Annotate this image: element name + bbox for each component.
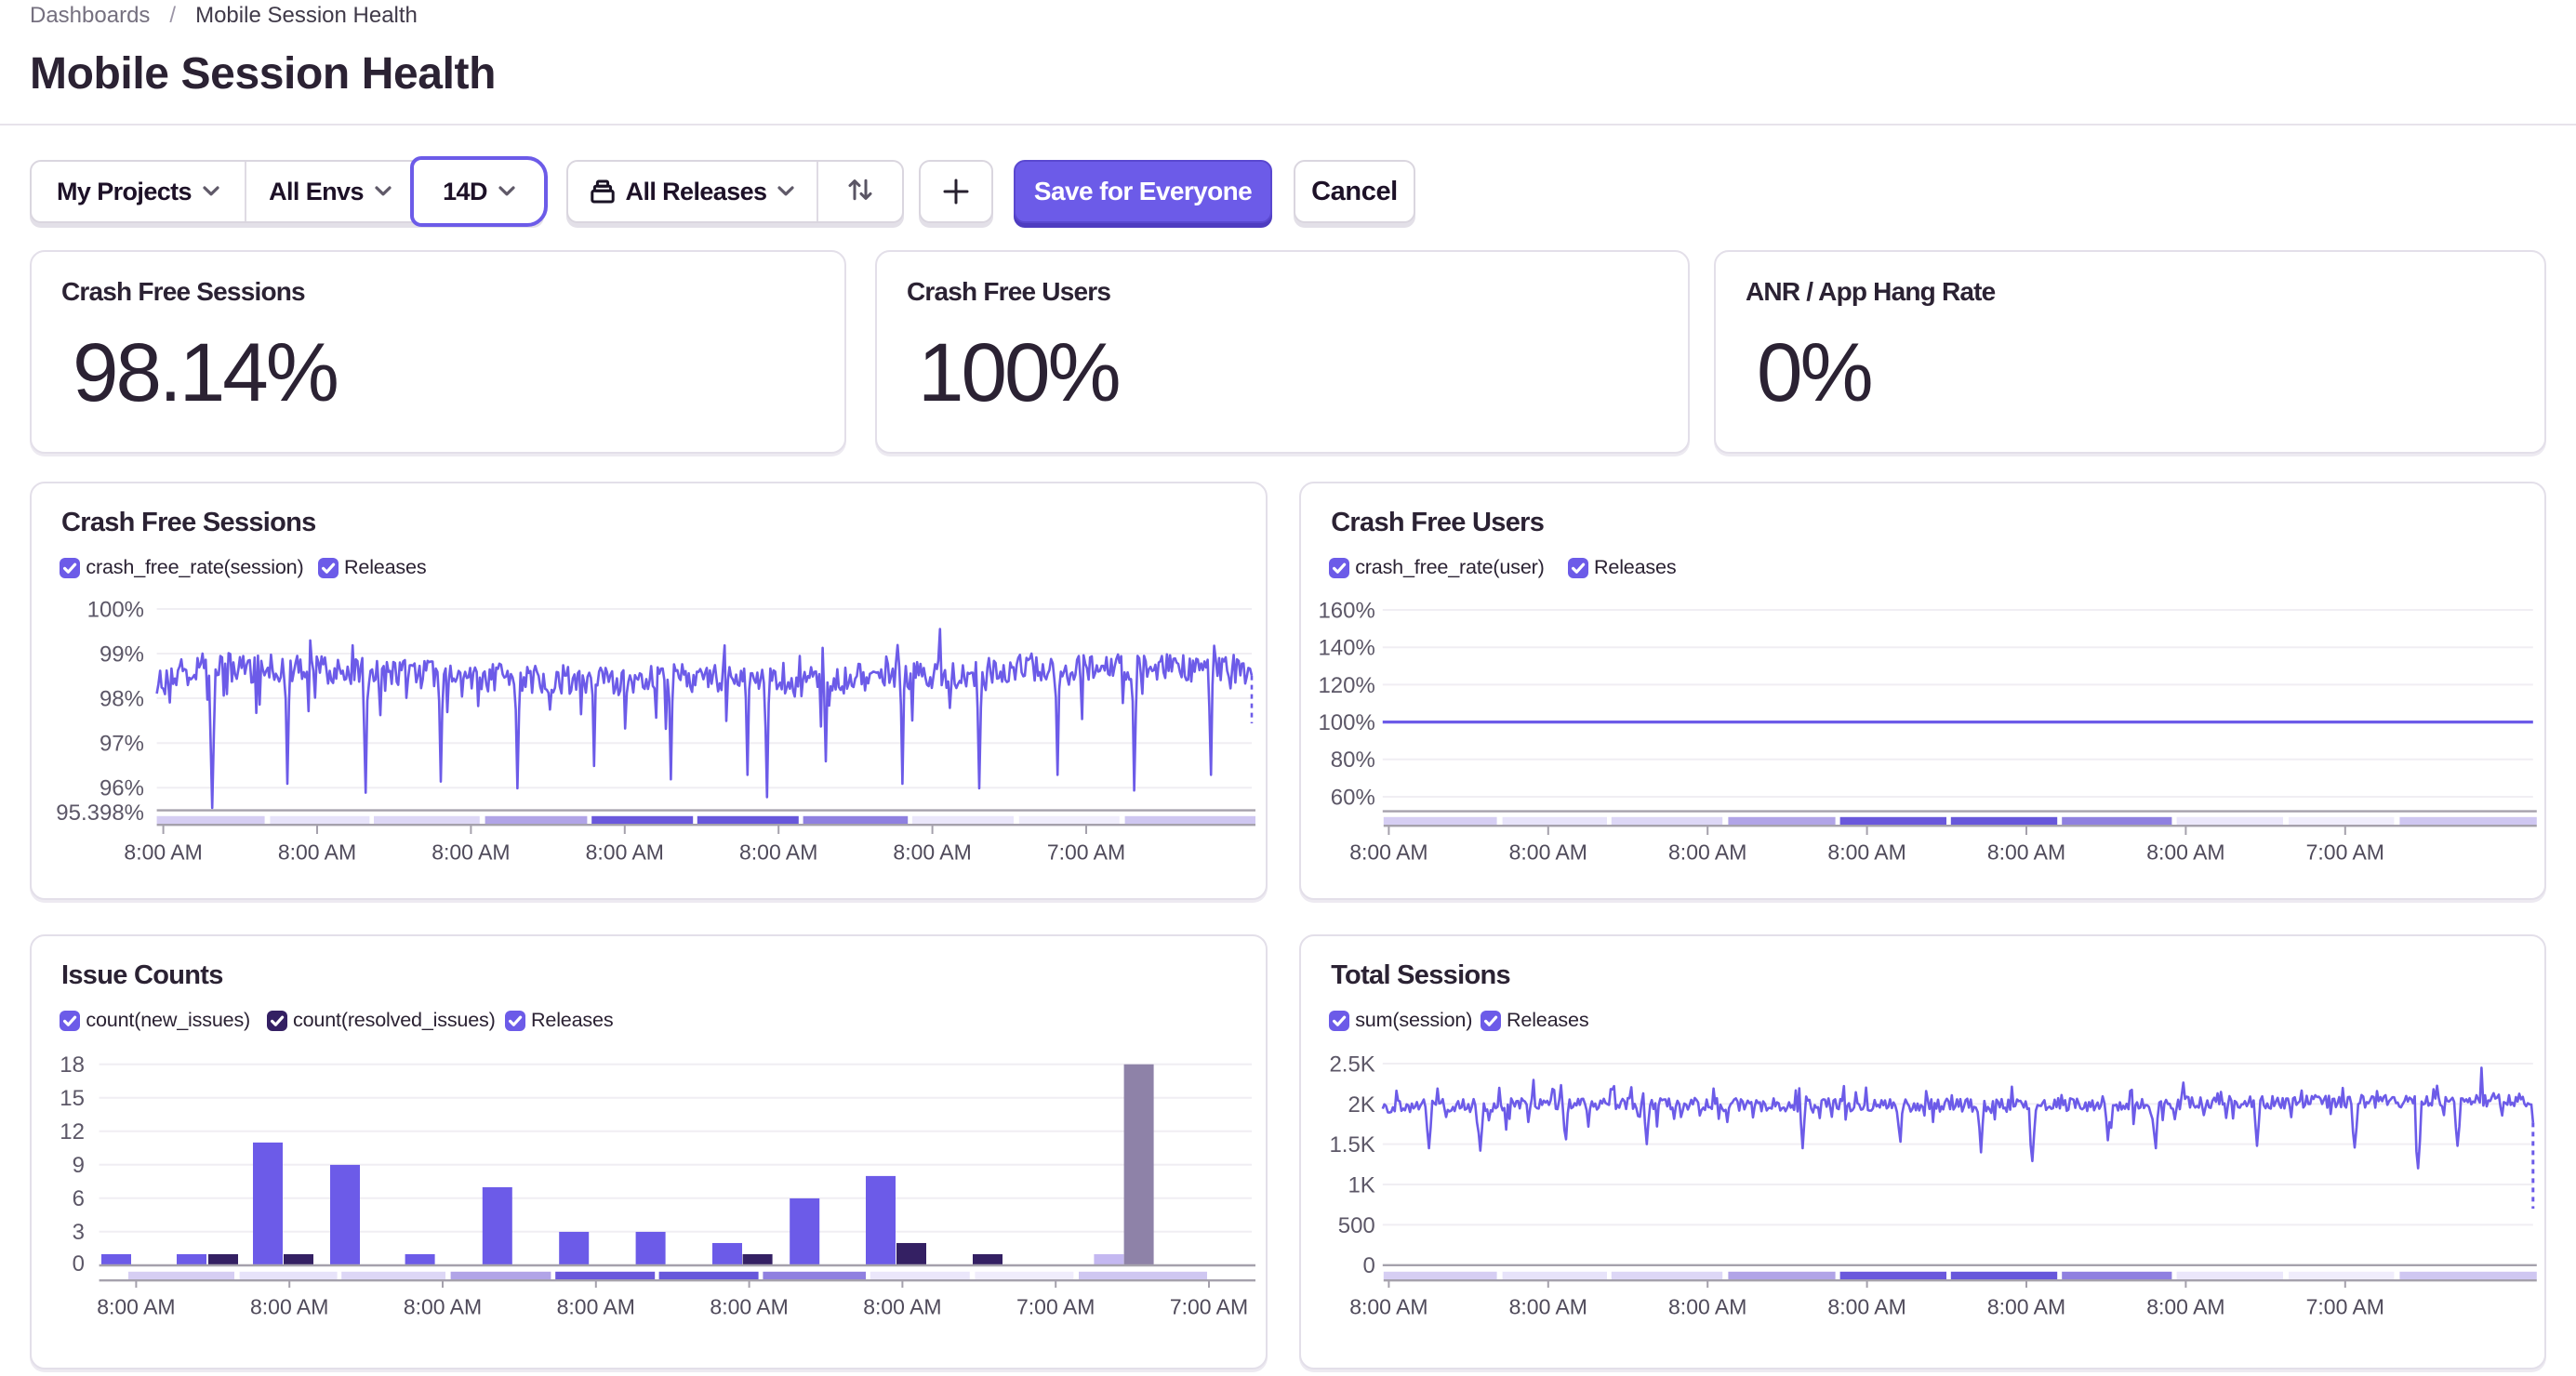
svg-text:8:00 AM: 8:00 AM	[863, 1294, 941, 1318]
svg-text:140%: 140%	[1319, 636, 1375, 661]
svg-text:8:00 AM: 8:00 AM	[557, 1294, 635, 1318]
svg-text:120%: 120%	[1319, 673, 1375, 698]
svg-text:160%: 160%	[1319, 598, 1375, 623]
svg-text:97%: 97%	[100, 732, 144, 757]
svg-text:96%: 96%	[100, 776, 144, 801]
svg-text:7:00 AM: 7:00 AM	[1016, 1294, 1095, 1318]
svg-text:8:00 AM: 8:00 AM	[1987, 840, 2065, 864]
svg-text:8:00 AM: 8:00 AM	[278, 840, 356, 864]
svg-text:8:00 AM: 8:00 AM	[1668, 840, 1746, 864]
svg-text:8:00 AM: 8:00 AM	[1349, 1294, 1427, 1318]
svg-text:7:00 AM: 7:00 AM	[2306, 840, 2384, 864]
svg-text:8:00 AM: 8:00 AM	[1987, 1294, 2065, 1318]
svg-text:12: 12	[60, 1119, 85, 1144]
svg-text:8:00 AM: 8:00 AM	[1509, 840, 1587, 864]
svg-text:2.5K: 2.5K	[1330, 1052, 1375, 1077]
svg-text:95.398%: 95.398%	[56, 800, 144, 826]
svg-text:9: 9	[73, 1153, 85, 1178]
svg-text:8:00 AM: 8:00 AM	[97, 1294, 175, 1318]
svg-text:6: 6	[73, 1186, 85, 1211]
svg-text:8:00 AM: 8:00 AM	[124, 840, 202, 864]
svg-text:100%: 100%	[1319, 710, 1375, 735]
svg-text:98%: 98%	[100, 686, 144, 711]
svg-text:8:00 AM: 8:00 AM	[1828, 840, 1906, 864]
svg-text:0: 0	[1363, 1253, 1375, 1278]
svg-text:1.5K: 1.5K	[1330, 1132, 1375, 1158]
svg-text:8:00 AM: 8:00 AM	[893, 840, 971, 864]
svg-text:8:00 AM: 8:00 AM	[2146, 1294, 2224, 1318]
svg-text:80%: 80%	[1331, 748, 1375, 773]
svg-text:8:00 AM: 8:00 AM	[1828, 1294, 1906, 1318]
svg-text:2K: 2K	[1348, 1092, 1375, 1118]
svg-text:7:00 AM: 7:00 AM	[1170, 1294, 1248, 1318]
svg-text:8:00 AM: 8:00 AM	[2146, 840, 2224, 864]
svg-text:8:00 AM: 8:00 AM	[1668, 1294, 1746, 1318]
svg-text:7:00 AM: 7:00 AM	[2306, 1294, 2384, 1318]
svg-text:18: 18	[60, 1052, 85, 1078]
svg-text:7:00 AM: 7:00 AM	[1047, 840, 1125, 864]
svg-text:15: 15	[60, 1086, 85, 1111]
svg-text:8:00 AM: 8:00 AM	[432, 840, 510, 864]
svg-text:8:00 AM: 8:00 AM	[710, 1294, 788, 1318]
svg-text:0: 0	[73, 1251, 85, 1277]
svg-text:100%: 100%	[87, 597, 144, 622]
svg-text:8:00 AM: 8:00 AM	[739, 840, 817, 864]
svg-text:500: 500	[1338, 1213, 1375, 1238]
svg-text:8:00 AM: 8:00 AM	[1349, 840, 1427, 864]
svg-text:8:00 AM: 8:00 AM	[250, 1294, 328, 1318]
svg-text:3: 3	[73, 1220, 85, 1245]
svg-text:60%: 60%	[1331, 785, 1375, 810]
svg-text:8:00 AM: 8:00 AM	[404, 1294, 482, 1318]
svg-text:99%: 99%	[100, 642, 144, 667]
svg-text:8:00 AM: 8:00 AM	[1509, 1294, 1587, 1318]
svg-text:8:00 AM: 8:00 AM	[586, 840, 664, 864]
svg-text:1K: 1K	[1348, 1172, 1375, 1197]
